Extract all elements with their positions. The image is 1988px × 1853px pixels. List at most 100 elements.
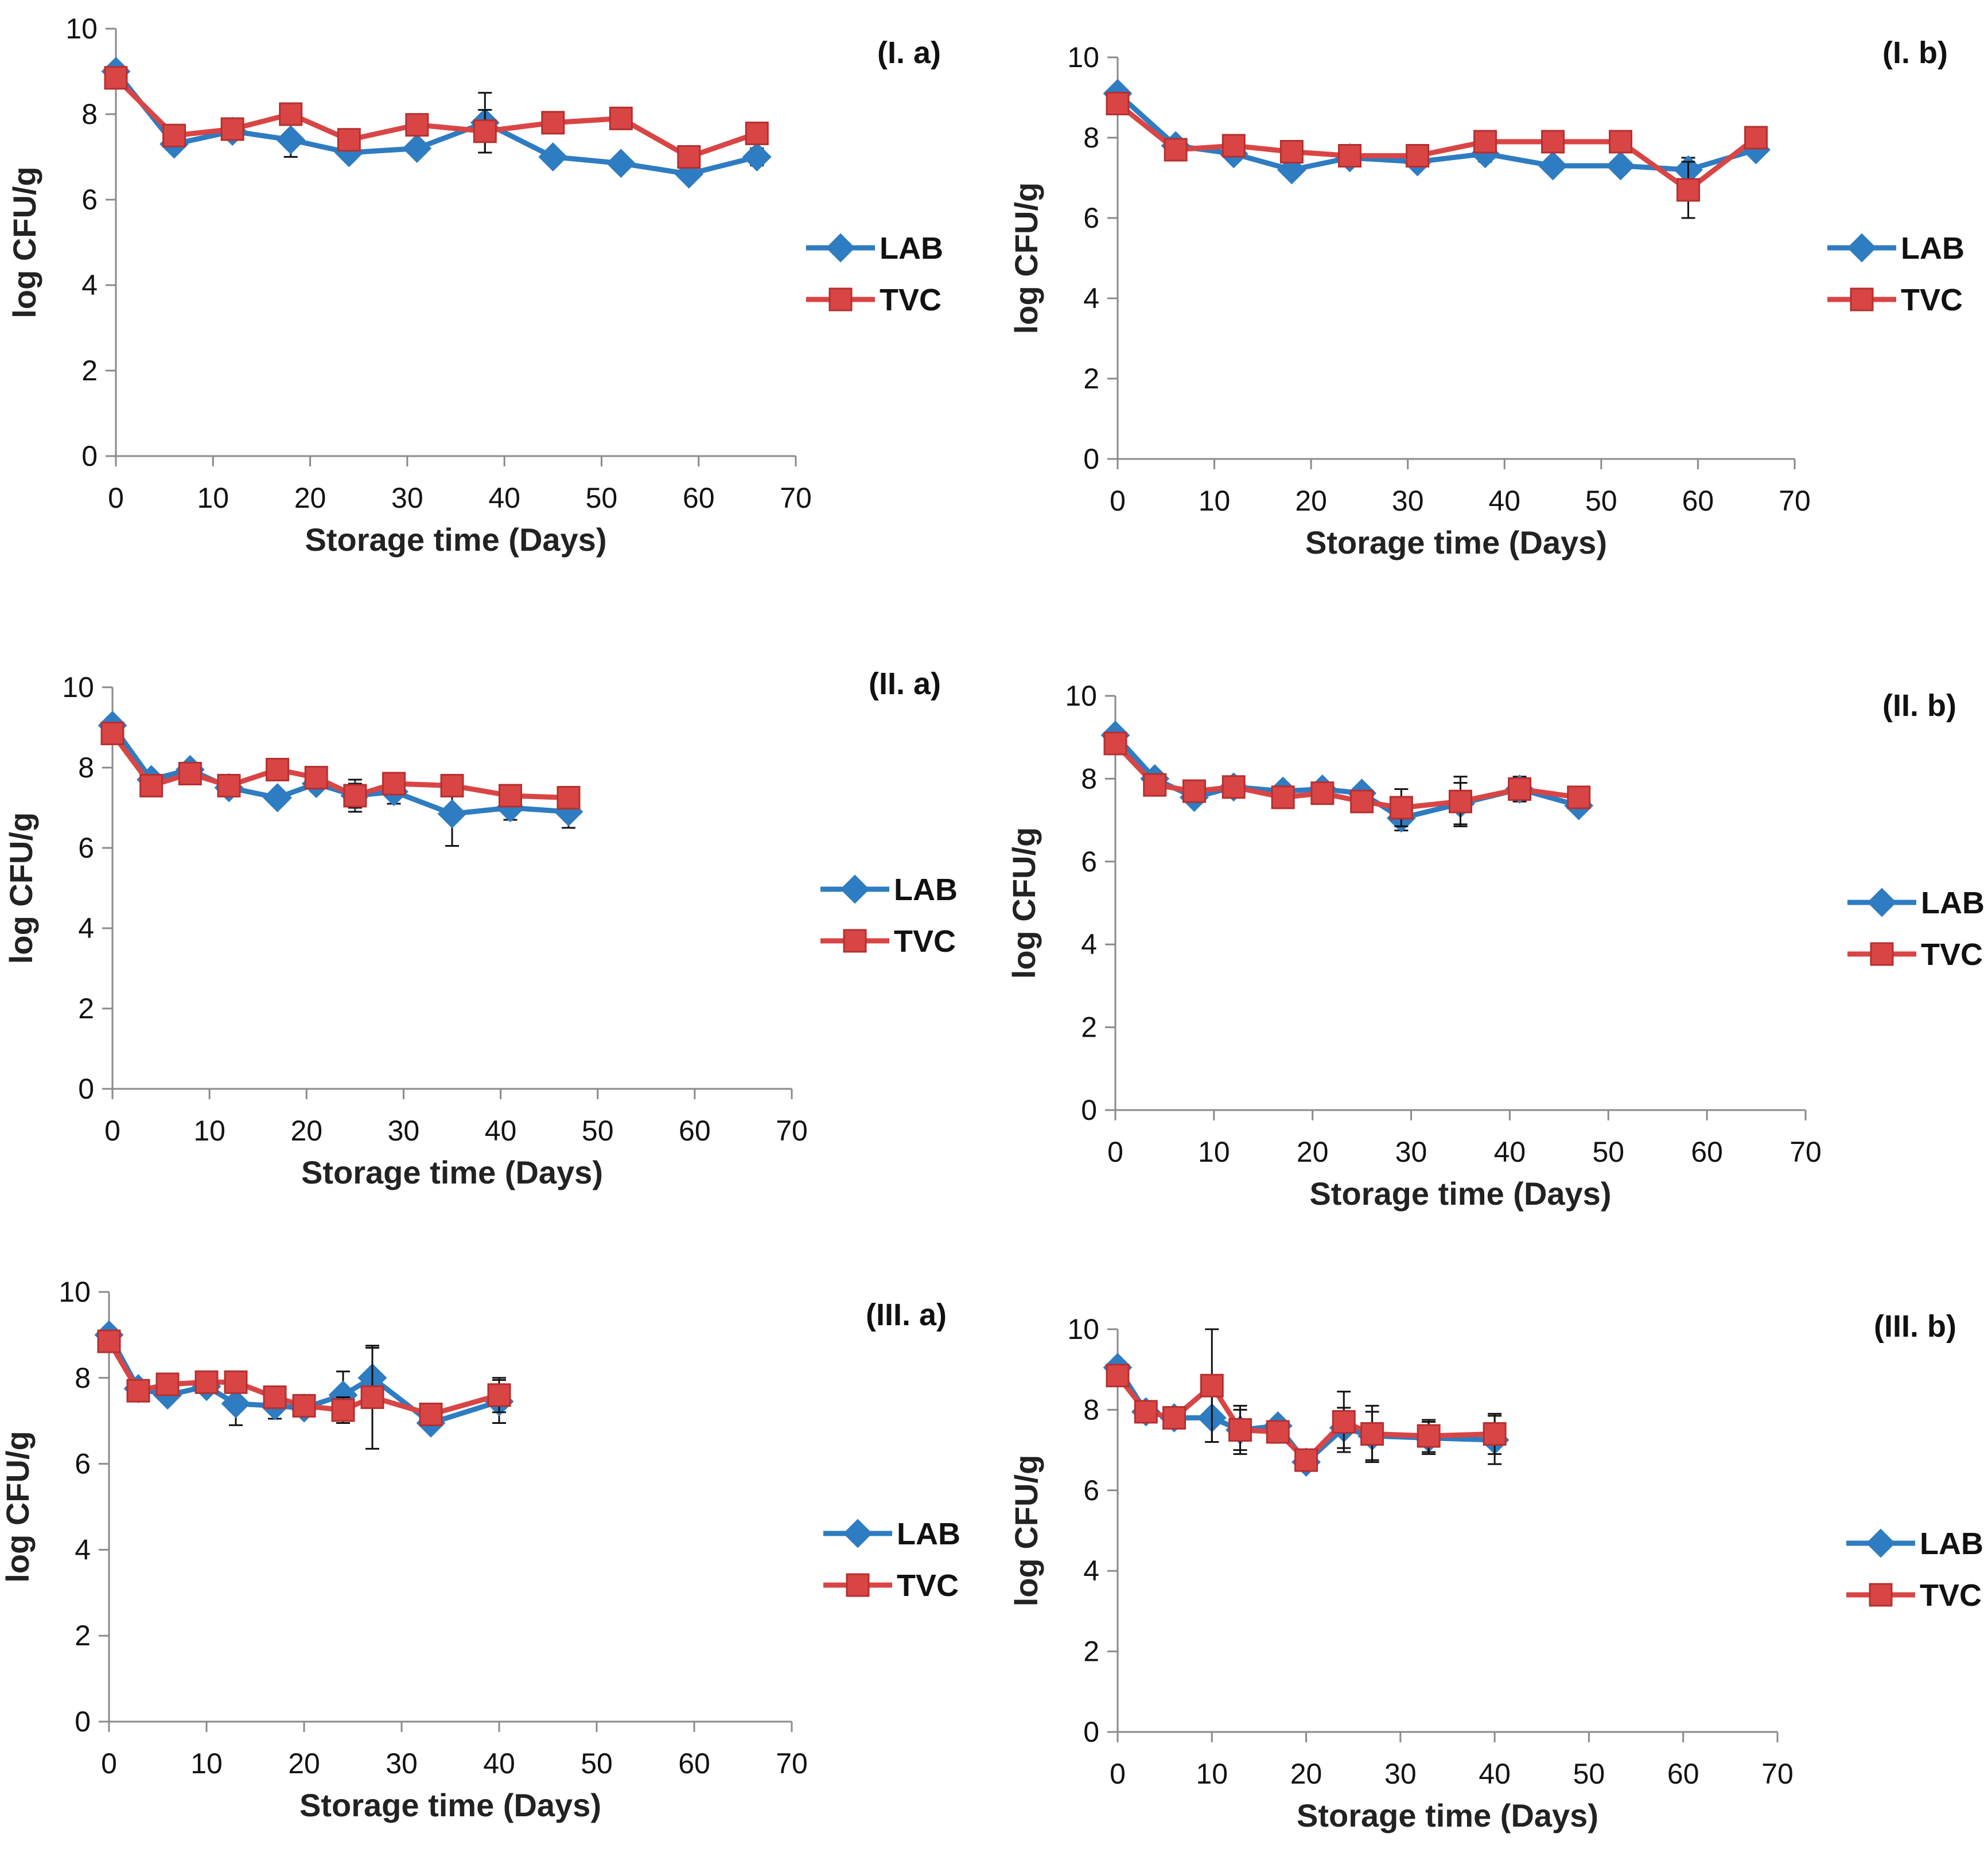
legend-marker-lab — [843, 1519, 873, 1548]
data-point-tvc — [155, 1372, 180, 1396]
x-tick-label: 50 — [1592, 1136, 1624, 1168]
legend-item-tvc: TVC — [1846, 1578, 1982, 1613]
x-tick-label: 30 — [1395, 1136, 1427, 1168]
y-tick-label: 6 — [81, 184, 98, 216]
data-point-lab — [402, 134, 432, 164]
y-axis-title: log CFU/g — [6, 166, 42, 318]
data-point-tvc — [1103, 731, 1127, 756]
data-point-tvc — [1609, 130, 1633, 154]
data-point-tvc — [1406, 144, 1430, 168]
y-tick-label: 8 — [1081, 762, 1097, 795]
y-tick-label: 2 — [1083, 363, 1099, 395]
x-tick-label: 60 — [1691, 1136, 1723, 1168]
data-point-tvc — [266, 758, 290, 781]
legend-item-lab: LAB — [1847, 886, 1985, 920]
data-point-tvc — [677, 145, 701, 169]
data-point-tvc — [1541, 130, 1565, 154]
data-point-tvc — [1164, 138, 1188, 162]
data-point-tvc — [1200, 1373, 1224, 1397]
x-tick-label: 10 — [1199, 485, 1231, 517]
series-tvc — [1103, 731, 1591, 827]
legend-marker-lab — [840, 874, 870, 904]
data-point-tvc — [1483, 1422, 1507, 1446]
legend-marker-lab — [1867, 887, 1897, 917]
series-line-tvc — [1116, 101, 1758, 193]
x-tick-label: 30 — [1392, 485, 1424, 517]
data-point-tvc — [557, 786, 581, 809]
panel-label: (I. b) — [1882, 36, 1948, 70]
data-point-tvc — [279, 102, 303, 126]
legend-label: TVC — [894, 924, 956, 959]
legend-label: LAB — [894, 873, 958, 907]
panel-label: (III. b) — [1874, 1309, 1956, 1344]
data-point-lab — [437, 799, 467, 828]
data-point-tvc — [1106, 92, 1130, 115]
data-point-lab — [221, 1389, 251, 1419]
x-tick-label: 40 — [483, 1747, 515, 1780]
y-axis-title: log CFU/g — [3, 812, 39, 964]
y-tick-label: 8 — [78, 752, 94, 784]
data-point-lab — [1538, 151, 1567, 181]
y-tick-label: 6 — [75, 1448, 91, 1480]
data-point-tvc — [1508, 777, 1532, 801]
data-point-tvc — [440, 774, 464, 797]
legend-label: LAB — [880, 231, 943, 266]
data-point-tvc — [1106, 1364, 1130, 1388]
data-point-tvc — [1417, 1424, 1441, 1448]
data-point-tvc — [97, 1329, 121, 1353]
x-tick-label: 60 — [1667, 1758, 1699, 1790]
data-point-tvc — [1350, 789, 1374, 813]
data-point-tvc — [304, 766, 328, 789]
data-point-tvc — [162, 123, 186, 147]
y-tick-label: 4 — [1081, 928, 1097, 960]
x-tick-label: 60 — [1682, 485, 1714, 517]
legend-label: TVC — [897, 1568, 959, 1603]
legend-item-tvc: TVC — [823, 1568, 959, 1603]
data-point-tvc — [224, 1370, 248, 1394]
x-tick-label: 0 — [1107, 1136, 1123, 1168]
legend-marker-lab — [1866, 1528, 1896, 1558]
data-point-tvc — [1332, 1410, 1356, 1434]
legend-item-lab: LAB — [1846, 1527, 1983, 1561]
x-tick-label: 50 — [586, 482, 618, 514]
legend-marker-tvc — [828, 287, 853, 312]
x-tick-label: 50 — [582, 1115, 614, 1147]
y-tick-label: 6 — [1081, 846, 1097, 878]
panel-label: (II. a) — [869, 667, 941, 701]
x-tick-label: 70 — [780, 482, 812, 514]
x-tick-label: 40 — [1488, 485, 1520, 517]
x-axis-title: Storage time (Days) — [301, 1154, 603, 1190]
data-point-tvc — [1221, 134, 1246, 158]
legend-marker-lab — [1847, 233, 1877, 263]
y-tick-label: 4 — [75, 1533, 91, 1566]
y-tick-label: 2 — [1081, 1011, 1097, 1044]
data-point-lab — [742, 142, 772, 172]
y-tick-label: 8 — [1083, 122, 1099, 154]
data-point-tvc — [1279, 140, 1304, 164]
data-point-tvc — [541, 111, 565, 135]
data-point-tvc — [405, 113, 429, 137]
x-tick-label: 70 — [776, 1115, 808, 1147]
legend-item-tvc: TVC — [1827, 283, 1963, 317]
legend-item-lab: LAB — [820, 873, 958, 907]
data-point-tvc — [1228, 1418, 1252, 1442]
y-tick-label: 2 — [81, 355, 98, 387]
data-point-tvc — [1134, 1400, 1158, 1424]
x-tick-label: 30 — [391, 482, 423, 514]
data-point-tvc — [1221, 775, 1246, 799]
x-tick-label: 60 — [678, 1747, 710, 1780]
x-tick-label: 50 — [1573, 1758, 1605, 1790]
series-line-lab — [1115, 91, 1757, 173]
x-tick-label: 60 — [679, 1115, 711, 1147]
data-point-tvc — [382, 772, 406, 796]
x-tick-label: 40 — [485, 1115, 517, 1147]
legend-marker-lab — [826, 233, 855, 263]
legend-item-tvc: TVC — [820, 924, 956, 959]
data-point-tvc — [1744, 126, 1768, 150]
x-tick-label: 30 — [386, 1747, 418, 1780]
legend-label: TVC — [1920, 1578, 1982, 1613]
x-tick-label: 40 — [1479, 1758, 1511, 1790]
x-tick-label: 40 — [1494, 1136, 1526, 1168]
y-tick-label: 10 — [1067, 41, 1099, 73]
data-point-tvc — [104, 66, 128, 90]
